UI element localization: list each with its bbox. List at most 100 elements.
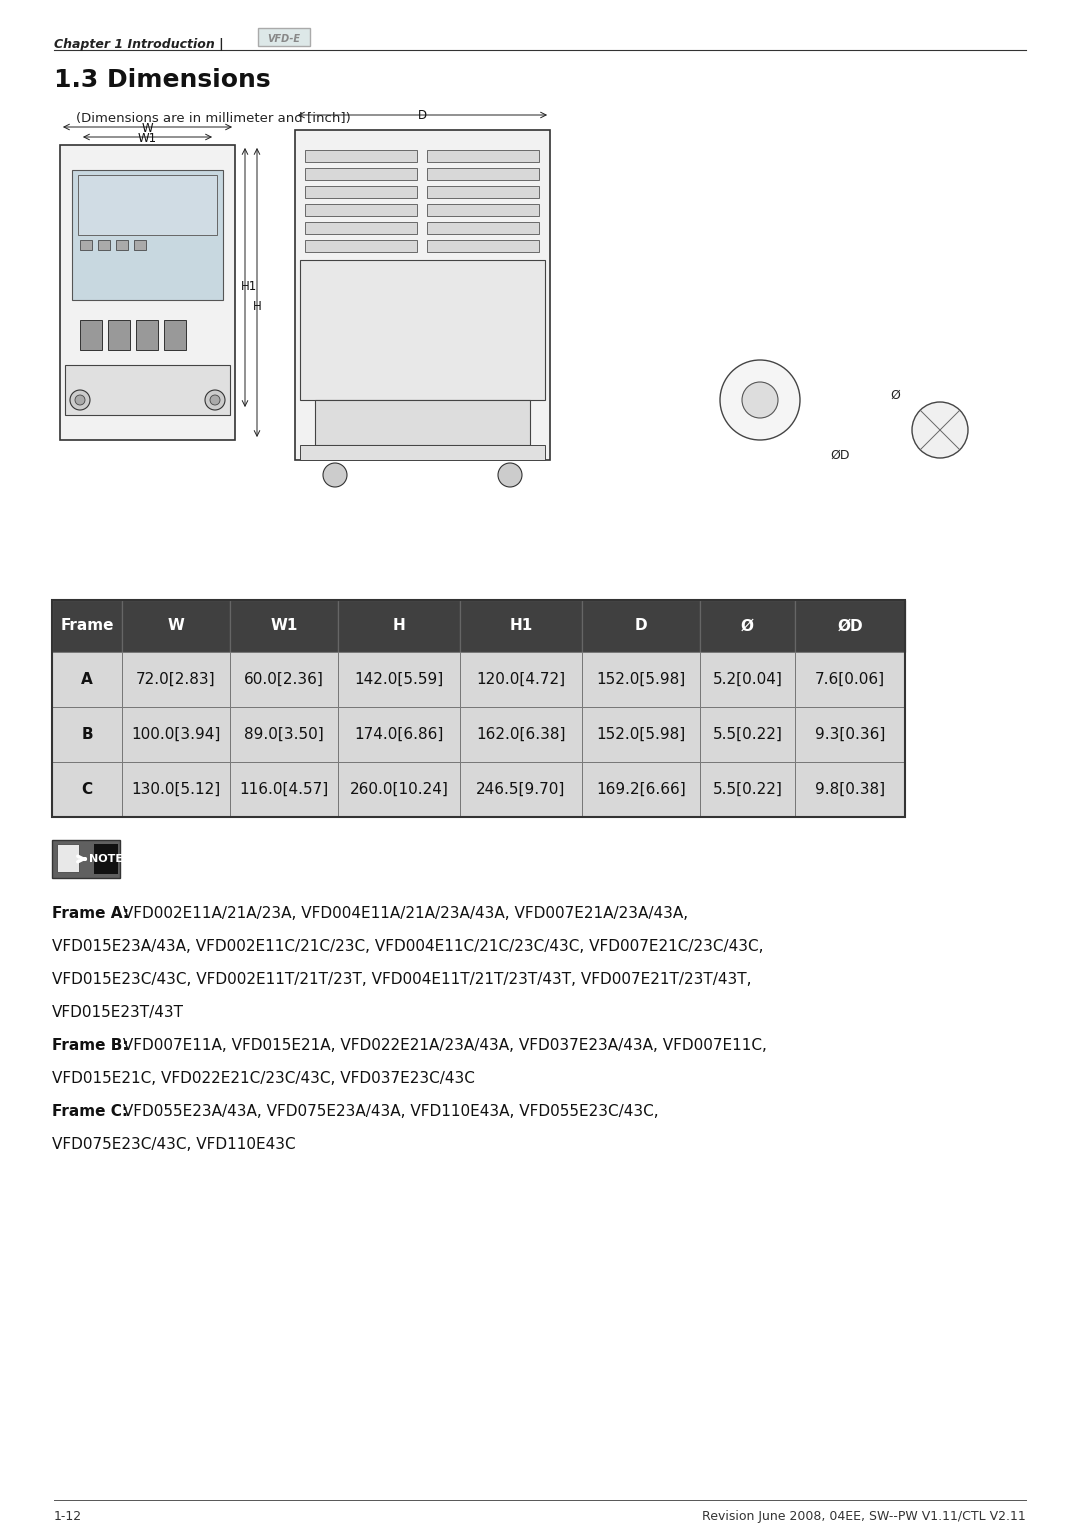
- Text: Frame B:: Frame B:: [52, 1039, 129, 1052]
- Bar: [80, 321, 102, 350]
- Bar: [52, 600, 905, 818]
- Text: Ø: Ø: [890, 388, 900, 402]
- Text: W1: W1: [270, 618, 298, 634]
- Text: B: B: [81, 727, 93, 742]
- Text: Chapter 1 Introduction |: Chapter 1 Introduction |: [54, 38, 224, 51]
- Bar: [795, 762, 905, 818]
- Bar: [122, 600, 230, 652]
- Text: 246.5[9.70]: 246.5[9.70]: [476, 782, 566, 798]
- Bar: [700, 600, 795, 652]
- Text: W: W: [167, 618, 185, 634]
- Text: VFD075E23C/43C, VFD110E43C: VFD075E23C/43C, VFD110E43C: [52, 1137, 296, 1152]
- Bar: [700, 762, 795, 818]
- Text: 5.5[0.22]: 5.5[0.22]: [713, 727, 782, 742]
- Bar: [72, 170, 222, 301]
- Text: 1.3 Dimensions: 1.3 Dimensions: [54, 67, 271, 92]
- Bar: [80, 239, 92, 250]
- Bar: [338, 600, 460, 652]
- Text: VFD-E: VFD-E: [268, 34, 300, 44]
- Bar: [52, 762, 122, 818]
- Bar: [98, 239, 110, 250]
- Bar: [134, 239, 146, 250]
- Bar: [164, 321, 186, 350]
- Bar: [427, 204, 539, 216]
- Bar: [315, 400, 530, 445]
- Bar: [122, 762, 230, 818]
- Bar: [230, 600, 338, 652]
- Bar: [460, 652, 582, 707]
- Text: Frame A:: Frame A:: [52, 907, 129, 920]
- Text: 152.0[5.98]: 152.0[5.98]: [596, 727, 686, 742]
- Bar: [230, 707, 338, 762]
- Text: W: W: [141, 123, 153, 135]
- Text: Frame: Frame: [60, 618, 113, 634]
- Text: 9.8[0.38]: 9.8[0.38]: [815, 782, 886, 798]
- Text: 142.0[5.59]: 142.0[5.59]: [354, 672, 444, 687]
- Bar: [305, 239, 417, 252]
- Text: Ø: Ø: [741, 618, 754, 634]
- Circle shape: [210, 394, 220, 405]
- Bar: [94, 844, 118, 874]
- Bar: [230, 652, 338, 707]
- Bar: [338, 652, 460, 707]
- Text: H1: H1: [510, 618, 532, 634]
- Bar: [582, 707, 700, 762]
- Bar: [700, 652, 795, 707]
- Bar: [300, 259, 545, 400]
- Text: 9.3[0.36]: 9.3[0.36]: [814, 727, 886, 742]
- Text: 72.0[2.83]: 72.0[2.83]: [136, 672, 216, 687]
- Bar: [65, 365, 230, 416]
- Text: 152.0[5.98]: 152.0[5.98]: [596, 672, 686, 687]
- Bar: [427, 169, 539, 179]
- Bar: [795, 600, 905, 652]
- Text: 1-12: 1-12: [54, 1509, 82, 1523]
- Text: 260.0[10.24]: 260.0[10.24]: [350, 782, 448, 798]
- Text: ØD: ØD: [837, 618, 863, 634]
- Text: ØD: ØD: [831, 448, 850, 462]
- Text: 60.0[2.36]: 60.0[2.36]: [244, 672, 324, 687]
- Bar: [460, 762, 582, 818]
- Text: H1: H1: [241, 281, 257, 293]
- Text: 162.0[6.38]: 162.0[6.38]: [476, 727, 566, 742]
- Text: H: H: [393, 618, 405, 634]
- Bar: [338, 762, 460, 818]
- Circle shape: [720, 360, 800, 440]
- Text: D: D: [635, 618, 647, 634]
- Text: W1: W1: [138, 132, 157, 146]
- FancyBboxPatch shape: [258, 28, 310, 46]
- Bar: [795, 707, 905, 762]
- Text: (Dimensions are in millimeter and [inch]): (Dimensions are in millimeter and [inch]…: [76, 112, 351, 124]
- Bar: [300, 445, 545, 460]
- Bar: [295, 130, 550, 460]
- Text: VFD015E21C, VFD022E21C/23C/43C, VFD037E23C/43C: VFD015E21C, VFD022E21C/23C/43C, VFD037E2…: [52, 1071, 475, 1086]
- Text: H: H: [253, 301, 261, 313]
- Text: 169.2[6.66]: 169.2[6.66]: [596, 782, 686, 798]
- Text: 7.6[0.06]: 7.6[0.06]: [815, 672, 886, 687]
- Text: 5.2[0.04]: 5.2[0.04]: [713, 672, 782, 687]
- Text: 5.5[0.22]: 5.5[0.22]: [713, 782, 782, 798]
- Text: VFD015E23C/43C, VFD002E11T/21T/23T, VFD004E11T/21T/23T/43T, VFD007E21T/23T/43T,: VFD015E23C/43C, VFD002E11T/21T/23T, VFD0…: [52, 973, 752, 986]
- Bar: [305, 186, 417, 198]
- Bar: [427, 150, 539, 163]
- Bar: [582, 600, 700, 652]
- Text: 89.0[3.50]: 89.0[3.50]: [244, 727, 324, 742]
- Bar: [460, 707, 582, 762]
- Bar: [52, 707, 122, 762]
- Bar: [460, 600, 582, 652]
- Bar: [427, 239, 539, 252]
- Text: C: C: [81, 782, 93, 798]
- Bar: [700, 707, 795, 762]
- Circle shape: [912, 402, 968, 459]
- Text: 120.0[4.72]: 120.0[4.72]: [476, 672, 566, 687]
- Circle shape: [498, 463, 522, 486]
- Bar: [52, 652, 122, 707]
- Bar: [582, 652, 700, 707]
- Bar: [305, 169, 417, 179]
- Circle shape: [323, 463, 347, 486]
- Text: 116.0[4.57]: 116.0[4.57]: [240, 782, 328, 798]
- Bar: [795, 652, 905, 707]
- Text: VFD007E11A, VFD015E21A, VFD022E21A/23A/43A, VFD037E23A/43A, VFD007E11C,: VFD007E11A, VFD015E21A, VFD022E21A/23A/4…: [118, 1039, 767, 1052]
- Bar: [338, 707, 460, 762]
- Text: A: A: [81, 672, 93, 687]
- Text: VFD015E23A/43A, VFD002E11C/21C/23C, VFD004E11C/21C/23C/43C, VFD007E21C/23C/43C,: VFD015E23A/43A, VFD002E11C/21C/23C, VFD0…: [52, 939, 764, 954]
